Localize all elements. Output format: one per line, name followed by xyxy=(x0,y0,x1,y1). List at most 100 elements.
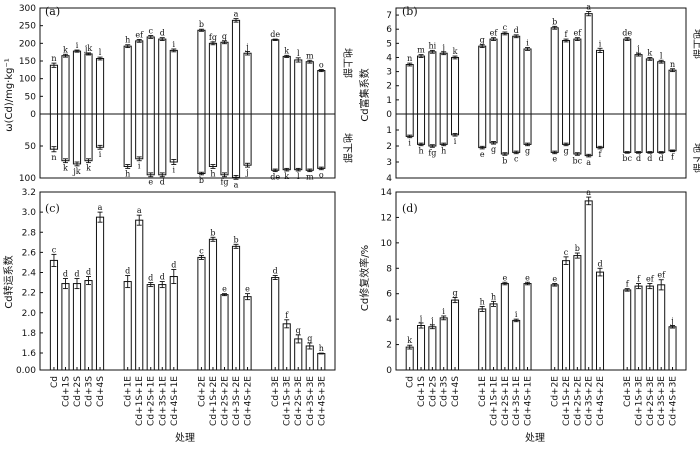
x-category-label: Cd+2S xyxy=(73,376,83,407)
significance-letter: l xyxy=(297,172,300,181)
bar-Cd+1S+2E xyxy=(562,260,571,371)
significance-letter: d xyxy=(63,270,68,279)
bar-below-Cd+4S+3E xyxy=(668,113,677,152)
bar-Cd+1S+1E xyxy=(489,303,498,371)
significance-letter: h xyxy=(210,169,215,178)
bar-above-Cd+3S+3E xyxy=(305,61,314,115)
y-tick-label: 1.6 xyxy=(22,349,37,359)
significance-letter: j xyxy=(419,314,422,323)
significance-letter: n xyxy=(51,54,56,63)
significance-letter: f xyxy=(626,280,630,289)
significance-letter: a xyxy=(586,158,591,167)
bar-below-Cd+3S xyxy=(439,113,448,145)
significance-letter: f xyxy=(671,153,675,162)
significance-letter: j xyxy=(430,316,433,325)
bar-Cd+1S xyxy=(61,283,70,371)
bar-below-Cd+4S+2E xyxy=(596,113,605,149)
significance-letter: bc xyxy=(573,156,583,165)
bar-above-Cd+2S+3E xyxy=(645,58,654,115)
bar-Cd+2S+3E xyxy=(294,338,303,371)
significance-letter: ef xyxy=(490,29,499,38)
bar-below-Cd+1S+3E xyxy=(282,113,291,171)
plot-frame xyxy=(39,191,336,371)
bar-below-Cd+1S+2E xyxy=(208,113,218,167)
panel-d-ylabel: Cd修复效率/% xyxy=(358,245,371,311)
y-tick-label: 300 xyxy=(19,4,36,14)
bar-below-Cd+2S+1E xyxy=(146,113,155,176)
panel-c-translocation-factor: (c) Cd转运系数 处理 0.00 1.6 1.8 2.0 2.2 2.4 2.6 2.8 3… xyxy=(2,188,336,444)
bar-below-Cd+1S+2E xyxy=(562,113,571,145)
bar-below-Cd+2S+2E xyxy=(220,113,229,176)
y-tick-label: 4 xyxy=(386,315,392,325)
x-category-label: Cd+1S+3E xyxy=(283,376,293,426)
bar-above-Cd+4S xyxy=(451,56,460,115)
x-category-label: Cd+3E xyxy=(271,376,281,407)
significance-letter: n xyxy=(407,54,412,63)
bar-above-Cd+4S+2E xyxy=(596,49,605,115)
bar-above-Cd+2S+1E xyxy=(146,36,155,115)
x-category-label: Cd+4S+3E xyxy=(317,376,327,426)
y-tick-label: 3.0 xyxy=(22,208,37,218)
significance-letter: j xyxy=(636,44,639,53)
bar-below-Cd+1S+1E xyxy=(489,113,498,144)
significance-letter: f xyxy=(599,150,603,159)
bar-below-Cd+2S+1E xyxy=(500,113,509,155)
bar-above-Cd xyxy=(49,64,59,115)
panel-a-bioaccumulation-content: (a) ω(Cd)/mg·kg⁻¹ 地上部 地下部 0 50 100 150 200 25… xyxy=(4,4,354,189)
significance-letter: e xyxy=(525,273,530,282)
significance-letter: h xyxy=(319,344,324,353)
plot-frame xyxy=(395,191,687,371)
significance-letter: h xyxy=(441,147,446,156)
significance-letter: g xyxy=(491,145,496,154)
bar-below-Cd+4S+3E xyxy=(317,113,326,169)
x-category-label: Cd+3S+3E xyxy=(657,376,667,426)
significance-letter: ef xyxy=(574,29,583,38)
y-tick-label: 0 xyxy=(386,366,392,376)
significance-letter: b xyxy=(210,228,215,237)
bar-below-Cd+4S+1E xyxy=(523,113,532,145)
bar-above-Cd+3S+2E xyxy=(231,19,241,115)
x-category-label: Cd+3S xyxy=(440,376,450,407)
panel-d-label: (d) xyxy=(402,202,418,215)
y-tick-label: 2.0 xyxy=(22,309,37,319)
significance-letter: j xyxy=(245,168,248,177)
significance-letter: k xyxy=(647,48,652,57)
plot-frame xyxy=(39,7,336,179)
bar-below-Cd+1S+3E xyxy=(634,113,643,153)
significance-letter: c xyxy=(148,27,153,36)
significance-letter: o xyxy=(319,171,324,180)
bar-below-Cd+4S+2E xyxy=(243,113,252,166)
bar-Cd+2S+1E xyxy=(500,283,509,371)
significance-letter: d xyxy=(659,154,664,163)
bar-below-Cd+3S+3E xyxy=(657,113,666,153)
significance-letter: h xyxy=(418,147,423,156)
significance-letter: m xyxy=(417,46,425,55)
significance-letter: g xyxy=(307,334,312,343)
bar-Cd+3S+2E xyxy=(231,245,241,371)
significance-letter: g xyxy=(563,147,568,156)
significance-letter: k xyxy=(63,164,68,173)
bar-below-Cd+1E xyxy=(478,113,487,149)
significance-letter: ef xyxy=(657,271,666,280)
significance-letter: h xyxy=(125,169,130,178)
bar-above-Cd+4S+2E xyxy=(243,52,252,115)
bar-above-Cd+3S xyxy=(439,52,448,115)
x-category-label: Cd+3S+1E xyxy=(512,376,522,426)
bar-Cd+3S+3E xyxy=(305,345,314,371)
significance-letter: i xyxy=(515,310,518,319)
bar-Cd+1S+3E xyxy=(282,323,291,371)
bar-Cd+2S+3E xyxy=(645,285,654,371)
panel-d-xlabel: 处理 xyxy=(525,432,545,444)
y-tick-label: 8 xyxy=(386,264,392,274)
significance-letter: b xyxy=(199,176,204,185)
significance-letter: d xyxy=(125,267,130,276)
significance-letter: a xyxy=(586,3,591,12)
bar-below-Cd+3S+1E xyxy=(512,113,521,153)
bar-above-Cd+4S+3E xyxy=(668,69,677,115)
x-category-label: Cd+1E xyxy=(478,376,488,407)
significance-letter: g xyxy=(525,147,530,156)
significance-letter: d xyxy=(171,260,176,269)
x-category-label: Cd xyxy=(406,376,416,388)
bar-below-Cd+3S+2E xyxy=(584,113,593,157)
